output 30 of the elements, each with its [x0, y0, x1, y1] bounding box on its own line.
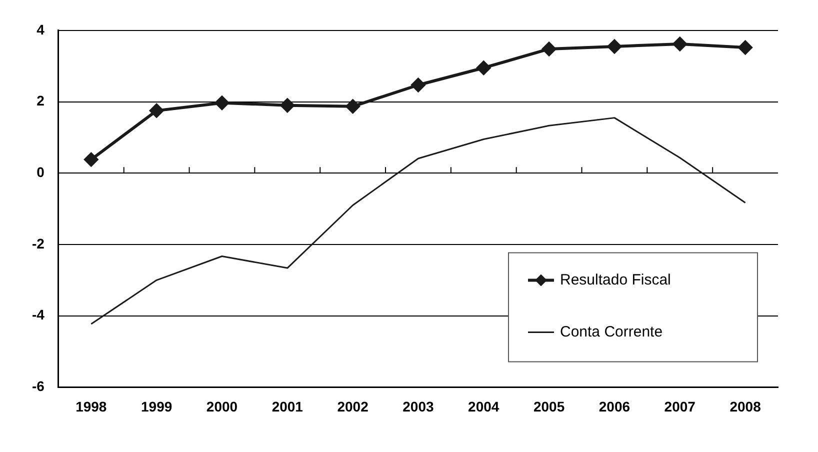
- x-tick-label: 2006: [598, 398, 630, 414]
- point: [542, 42, 556, 56]
- x-tick-label: 2007: [664, 398, 696, 414]
- x-tick-label: 2008: [730, 398, 762, 414]
- legend-label: Resultado Fiscal: [560, 271, 671, 288]
- point: [738, 40, 752, 55]
- legend-label: Conta Corrente: [560, 323, 663, 340]
- point: [84, 152, 98, 167]
- y-tick-label: 2: [36, 92, 45, 109]
- x-tick-label: 2004: [468, 398, 500, 414]
- y-tick-label: -4: [32, 306, 45, 323]
- x-tick-label: 2005: [533, 398, 565, 414]
- point: [346, 99, 360, 114]
- x-tick-label: 2002: [337, 398, 369, 414]
- y-tick-label: 0: [36, 164, 45, 180]
- point: [411, 78, 426, 92]
- point: [672, 36, 687, 51]
- y-tick-label: -6: [32, 378, 45, 394]
- point: [280, 98, 294, 112]
- x-tick-label: 2000: [206, 398, 238, 414]
- y-tick-label: 4: [36, 21, 45, 38]
- point: [150, 104, 164, 118]
- point: [607, 39, 622, 54]
- point: [214, 96, 229, 110]
- point: [476, 60, 491, 75]
- x-tick-label: 2003: [402, 398, 434, 414]
- x-tick-label: 1998: [76, 398, 107, 414]
- x-tick-label: 1999: [140, 398, 172, 414]
- y-tick-label: -2: [32, 235, 45, 252]
- x-tick-label: 2001: [272, 398, 304, 414]
